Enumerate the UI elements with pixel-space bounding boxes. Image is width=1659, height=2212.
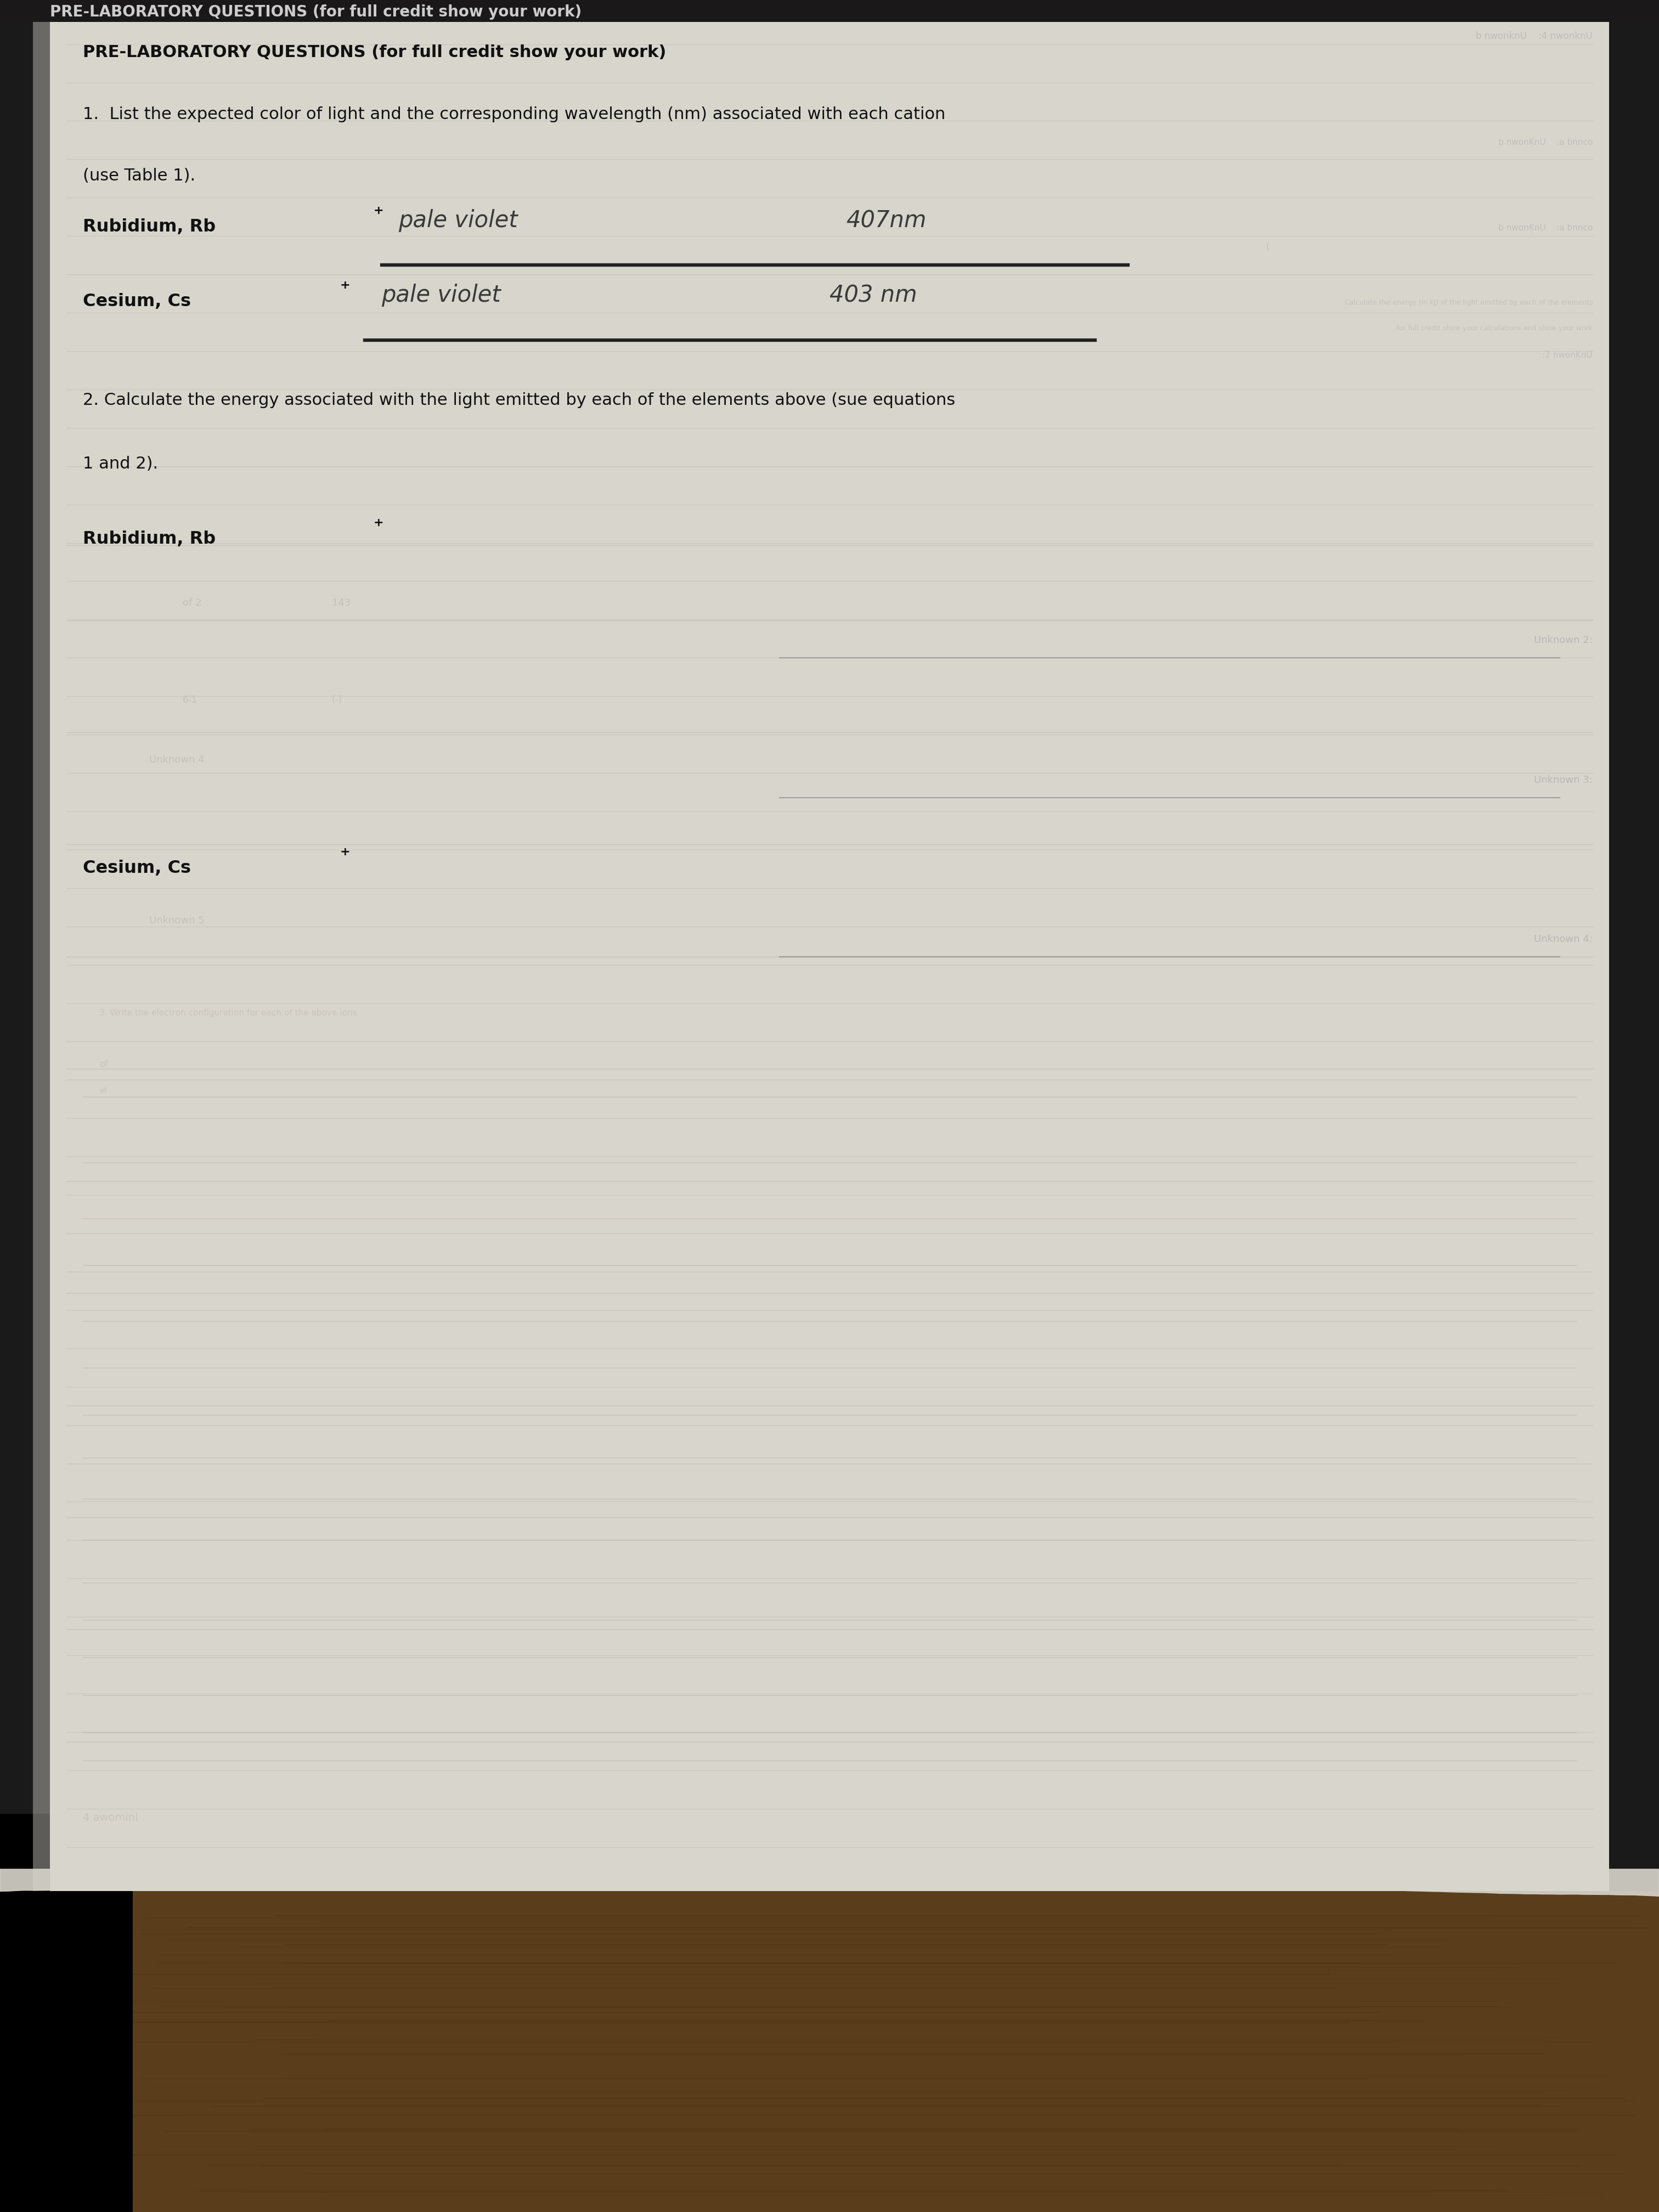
- Text: +: +: [373, 518, 383, 529]
- FancyBboxPatch shape: [33, 22, 58, 1891]
- Text: b nwonknU    :4 nwonknU: b nwonknU :4 nwonknU: [1477, 31, 1593, 42]
- FancyBboxPatch shape: [0, 1891, 1659, 2212]
- Text: Unknown 3:: Unknown 3:: [1535, 776, 1593, 785]
- Text: Rubidium, Rb: Rubidium, Rb: [83, 219, 216, 234]
- Text: Unknown 5: Unknown 5: [149, 916, 204, 925]
- Text: +: +: [373, 206, 383, 217]
- FancyBboxPatch shape: [50, 22, 1609, 1891]
- Text: 6-1: 6-1: [182, 695, 197, 706]
- Text: for full credit show your calculations and show your work: for full credit show your calculations a…: [1397, 325, 1593, 332]
- Text: :2 nwonĶnU: :2 nwonĶnU: [1543, 352, 1593, 361]
- Text: Unknown 4:: Unknown 4:: [1535, 933, 1593, 945]
- Text: pale violet: pale violet: [398, 210, 518, 232]
- Text: (: (: [1266, 243, 1269, 252]
- Text: 1.  List the expected color of light and the corresponding wavelength (nm) assoc: 1. List the expected color of light and …: [83, 106, 946, 122]
- Text: Unknown 4: Unknown 4: [149, 754, 204, 765]
- FancyBboxPatch shape: [0, 0, 1659, 22]
- FancyBboxPatch shape: [0, 1814, 133, 2212]
- Text: Cesium, Cs: Cesium, Cs: [83, 294, 191, 310]
- Text: PRE-LABORATORY QUESTIONS (for full credit show your work): PRE-LABORATORY QUESTIONS (for full credi…: [50, 4, 582, 20]
- Text: (use Table 1).: (use Table 1).: [83, 168, 196, 184]
- Text: 1 and 2).: 1 and 2).: [83, 456, 158, 471]
- Text: 403 nm: 403 nm: [830, 283, 917, 307]
- Text: (-): (-): [332, 695, 342, 706]
- Text: pale violet: pale violet: [382, 283, 501, 307]
- Text: Cesium, Cs: Cesium, Cs: [83, 860, 191, 876]
- Text: Unknown 2:: Unknown 2:: [1535, 635, 1593, 646]
- Text: +: +: [340, 847, 350, 858]
- Text: of 2: of 2: [182, 597, 201, 608]
- Text: 143: 143: [332, 597, 350, 608]
- Text: of: of: [100, 1060, 108, 1068]
- Text: 407nm: 407nm: [846, 210, 926, 232]
- Text: +: +: [340, 281, 350, 292]
- Text: 2. Calculate the energy associated with the light emitted by each of the element: 2. Calculate the energy associated with …: [83, 392, 956, 409]
- Text: b nwonĶnU    :a bnnco: b nwonĶnU :a bnnco: [1498, 137, 1593, 146]
- Text: 3. Write the electron configuration for each of the above ions: 3. Write the electron configuration for …: [100, 1009, 357, 1018]
- Text: b nwonĶnU    :a bnnco: b nwonĶnU :a bnnco: [1498, 223, 1593, 232]
- Text: ef: ef: [100, 1088, 106, 1095]
- Text: 4 awominl: 4 awominl: [83, 1814, 138, 1823]
- Text: Calculate the energy (in kJ) of the light emitted by each of the elements: Calculate the energy (in kJ) of the ligh…: [1344, 299, 1593, 305]
- Text: Rubidium, Rb: Rubidium, Rb: [83, 531, 216, 549]
- Text: PRE-LABORATORY QUESTIONS (for full credit show your work): PRE-LABORATORY QUESTIONS (for full credi…: [83, 44, 667, 60]
